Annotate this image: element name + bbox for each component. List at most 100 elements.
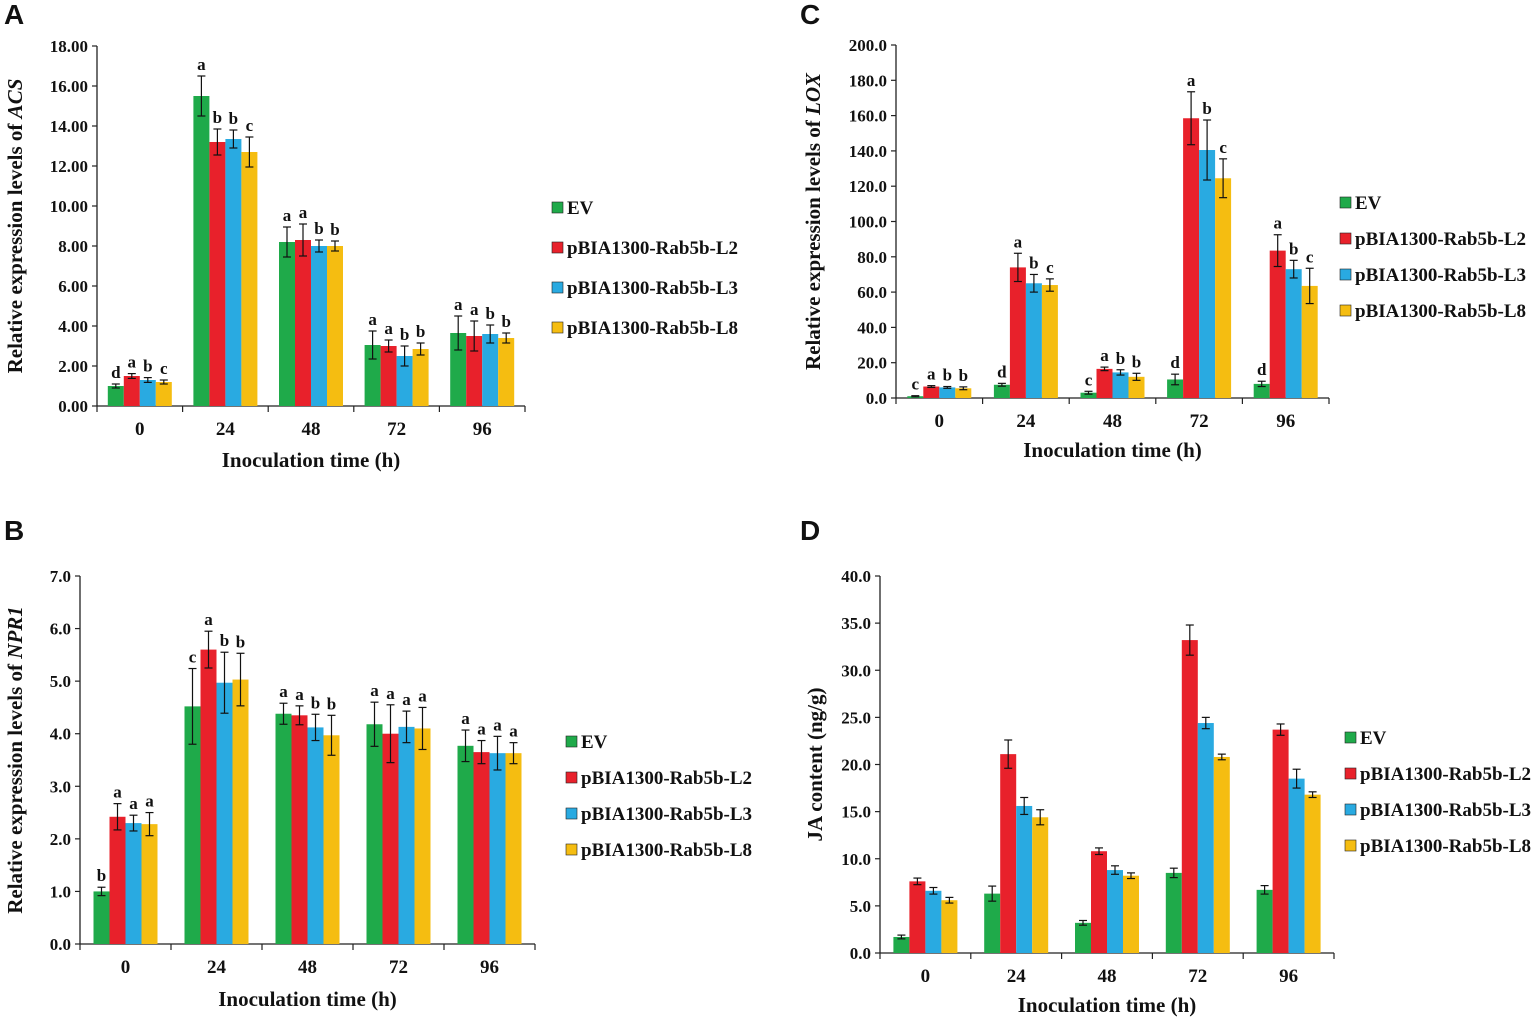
significance-letter: b — [416, 322, 425, 341]
y-tick-label: 6.00 — [58, 277, 88, 296]
bar — [275, 713, 292, 944]
bar — [193, 96, 210, 406]
bar — [232, 679, 249, 944]
x-tick-label: 24 — [1007, 966, 1027, 987]
legend-label: EV — [1360, 728, 1387, 749]
x-tick-label: 48 — [1098, 966, 1117, 987]
significance-letter: b — [311, 693, 320, 712]
significance-letter: b — [1132, 352, 1141, 371]
bar — [450, 333, 467, 406]
significance-letter: a — [1100, 346, 1109, 365]
legend-label: pBIA1300-Rab5b-L2 — [581, 768, 752, 789]
bar — [1112, 372, 1129, 398]
significance-letter: a — [113, 783, 122, 802]
bar — [1032, 817, 1049, 953]
bar — [489, 753, 506, 944]
panel-letter: C — [800, 0, 820, 30]
x-tick-label: 72 — [1188, 966, 1207, 987]
y-tick-label: 35.0 — [841, 614, 871, 633]
significance-letter: a — [295, 685, 304, 704]
legend-label: pBIA1300-Rab5b-L8 — [567, 318, 738, 339]
y-tick-label: 18.00 — [50, 37, 88, 56]
bar — [184, 706, 201, 944]
legend-label: pBIA1300-Rab5b-L2 — [567, 238, 738, 259]
bar — [923, 386, 940, 398]
legend-swatch — [1339, 268, 1352, 281]
legend-swatch — [565, 735, 578, 748]
significance-letter: b — [330, 220, 339, 239]
bar — [939, 387, 956, 398]
bar — [941, 900, 958, 953]
panel-d: D 0.0 5.0 10.0 15.0 20.0 25.0 30.0 35.0 40.0 0 24 48… — [800, 515, 1531, 1017]
x-tick-label: 96 — [480, 957, 499, 978]
bar — [893, 936, 910, 953]
bar — [366, 724, 383, 944]
bar — [323, 735, 340, 944]
significance-letter: a — [386, 684, 395, 703]
bar — [1301, 285, 1318, 398]
panel-letter: A — [4, 0, 24, 30]
bar — [1304, 794, 1321, 953]
bar — [414, 728, 431, 944]
significance-letter: b — [1116, 349, 1125, 368]
y-tick-label: 140.0 — [849, 142, 887, 161]
bar — [1107, 870, 1123, 953]
bar — [1025, 283, 1042, 398]
x-tick-label: 0 — [121, 957, 131, 978]
x-tick-label: 48 — [302, 419, 321, 440]
significance-letter: b — [327, 694, 336, 713]
bar — [1080, 392, 1097, 398]
bar — [295, 240, 311, 406]
bar — [412, 349, 429, 406]
panel-a: A 0.00 2.00 4.00 6.00 8.00 10.00 12.00 14.00 16.0… — [3, 0, 738, 472]
y-tick-label: 120.0 — [849, 177, 887, 196]
bar — [1009, 267, 1026, 398]
significance-letter: c — [246, 116, 254, 135]
y-tick-label: 40.0 — [841, 567, 871, 586]
bar — [1075, 922, 1091, 953]
bar — [473, 752, 490, 944]
significance-letter: d — [997, 362, 1007, 381]
significance-letter: a — [470, 300, 479, 319]
y-tick-label: 100.0 — [849, 213, 887, 232]
significance-letter: b — [213, 108, 222, 127]
significance-letter: b — [1029, 253, 1038, 272]
significance-letter: d — [111, 363, 121, 382]
bar — [1269, 250, 1286, 398]
bar — [1213, 756, 1230, 953]
x-tick-label: 24 — [207, 957, 227, 978]
significance-letter: a — [402, 690, 411, 709]
y-tick-label: 20.0 — [841, 756, 871, 775]
bar — [398, 726, 415, 944]
legend-swatch — [551, 281, 564, 294]
legend-label: pBIA1300-Rab5b-L2 — [1355, 229, 1526, 250]
y-tick-label: 7.0 — [50, 567, 71, 586]
significance-letter: b — [943, 366, 952, 385]
x-tick-label: 0 — [935, 411, 945, 432]
x-tick-label: 96 — [1279, 966, 1298, 987]
bar — [311, 246, 327, 406]
significance-letter: a — [509, 722, 518, 741]
bar — [125, 823, 142, 944]
y-tick-label: 30.0 — [841, 661, 871, 680]
x-tick-label: 24 — [216, 419, 236, 440]
legend-swatch — [565, 807, 578, 820]
legend-swatch — [1344, 731, 1357, 744]
y-tick-label: 25.0 — [841, 708, 871, 727]
legend-label: EV — [1355, 193, 1382, 214]
bar — [466, 336, 483, 406]
bar — [993, 384, 1010, 398]
significance-letter: a — [128, 353, 137, 372]
x-tick-label: 96 — [1276, 411, 1295, 432]
bar — [505, 753, 522, 944]
bar — [1288, 778, 1305, 953]
y-axis-title: Relative expression levels of NPR1 — [3, 606, 27, 914]
legend-label: pBIA1300-Rab5b-L8 — [581, 840, 752, 861]
legend-swatch — [1344, 767, 1357, 780]
significance-letter: b — [220, 631, 229, 650]
legend-swatch — [1339, 196, 1352, 209]
x-tick-label: 72 — [387, 419, 406, 440]
bar — [1016, 805, 1033, 953]
